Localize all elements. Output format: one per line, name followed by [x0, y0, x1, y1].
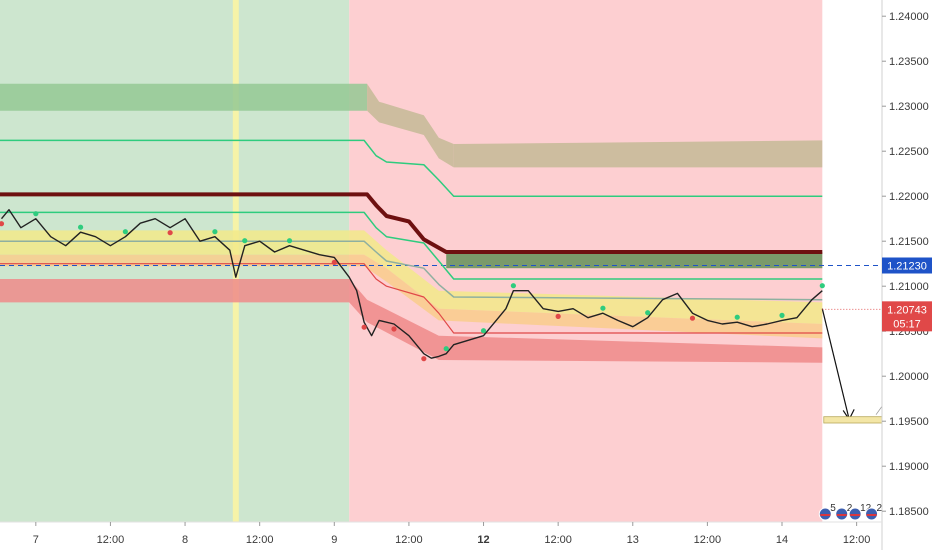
ytick-label: 1.23000	[889, 101, 929, 113]
event-count: 5	[830, 503, 836, 514]
yellow-band	[0, 230, 823, 324]
pivot-dot	[779, 312, 785, 318]
pivot-dot	[819, 283, 825, 289]
green-line-1	[0, 139, 823, 197]
last-price-tag	[882, 301, 932, 332]
price-series	[0, 208, 825, 362]
pivot-dot	[286, 238, 293, 244]
pivot-dot	[555, 313, 561, 319]
event-count: 12	[860, 503, 872, 514]
green-line-2	[0, 211, 823, 280]
xtick-label: 12:00	[843, 534, 871, 546]
pivot-dot	[212, 229, 218, 235]
pivot-dot	[361, 324, 367, 330]
pivot-dot	[645, 310, 651, 316]
xtick-label: 8	[182, 534, 188, 546]
ytick-label: 1.18500	[889, 506, 929, 518]
countdown-label: 05:17	[893, 318, 921, 330]
pivot-dot	[122, 229, 128, 235]
last-price-label: 1.20743	[887, 304, 927, 316]
price-axis-background	[882, 0, 932, 550]
target-box	[823, 416, 883, 424]
xtick-label: 14	[776, 534, 788, 546]
economic-events[interactable]: 5 2 12 2	[818, 503, 883, 521]
dark-line	[0, 192, 823, 254]
orange-band	[0, 254, 823, 339]
pivot-dot	[77, 224, 84, 230]
red-band	[0, 279, 823, 363]
reference-price-tag	[882, 257, 932, 274]
pivot-dot	[443, 346, 449, 352]
ytick-label: 1.24000	[889, 11, 929, 23]
pivot-dot	[734, 314, 740, 320]
xtick-label: 12:00	[97, 534, 125, 546]
price-line	[0, 208, 823, 359]
dark-band-right	[446, 252, 823, 269]
event-flag-stripe	[820, 514, 831, 516]
ytick-label: 1.20000	[889, 371, 929, 383]
event-flag-stripe	[850, 514, 861, 516]
event-flag-stripe	[866, 514, 877, 516]
upper-band-right	[453, 140, 823, 168]
xtick-label: 13	[627, 534, 639, 546]
ytick-label: 1.22500	[889, 146, 929, 158]
pivot-dot	[331, 259, 337, 265]
indicator-lines	[0, 139, 882, 334]
event-flag-stripe	[836, 514, 847, 516]
event-count: 2	[847, 503, 853, 514]
pivot-dot	[0, 221, 5, 227]
pivot-dot	[421, 356, 427, 362]
ytick-label: 1.21000	[889, 281, 929, 293]
ytick-label: 1.19500	[889, 416, 929, 428]
pivot-dot	[510, 283, 516, 289]
upper-band-step	[367, 83, 454, 168]
xtick-label: 12:00	[395, 534, 423, 546]
xtick-label: 7	[33, 534, 39, 546]
red-line	[0, 263, 823, 334]
ytick-label: 1.22000	[889, 191, 929, 203]
pivot-dot	[689, 315, 696, 321]
xtick-label: 12:00	[544, 534, 572, 546]
price-tags: 1.21230 1.20743 05:17	[822, 257, 932, 332]
pivot-dot	[33, 211, 39, 217]
xtick-label: 12	[477, 534, 489, 546]
indicator-bands	[0, 83, 823, 363]
pivot-dot	[167, 230, 173, 236]
pivot-dot	[391, 326, 397, 332]
upper-band-left	[0, 83, 368, 111]
grey-line	[0, 240, 823, 301]
forecast-arrow-line	[821, 308, 850, 420]
annotations	[821, 308, 892, 424]
event-count: 2	[877, 503, 883, 514]
pivot-dot	[480, 328, 487, 334]
ytick-label: 1.19000	[889, 461, 929, 473]
time-axis[interactable]: 7 12:00 8 12:00 9 12:00 12 12:00 13 12:00 14 12:00	[33, 522, 871, 546]
pivot-dot	[242, 238, 248, 244]
ytick-label: 1.23500	[889, 56, 929, 68]
xtick-label: 12:00	[694, 534, 722, 546]
reference-price-label: 1.21230	[887, 261, 927, 273]
ytick-label: 1.21500	[889, 236, 929, 248]
pivot-dot	[600, 305, 606, 311]
xtick-label: 9	[331, 534, 337, 546]
price-axis[interactable]: 1.24000 1.23500 1.23000 1.22500 1.22000 1.215…	[882, 11, 929, 518]
xtick-label: 12:00	[246, 534, 274, 546]
